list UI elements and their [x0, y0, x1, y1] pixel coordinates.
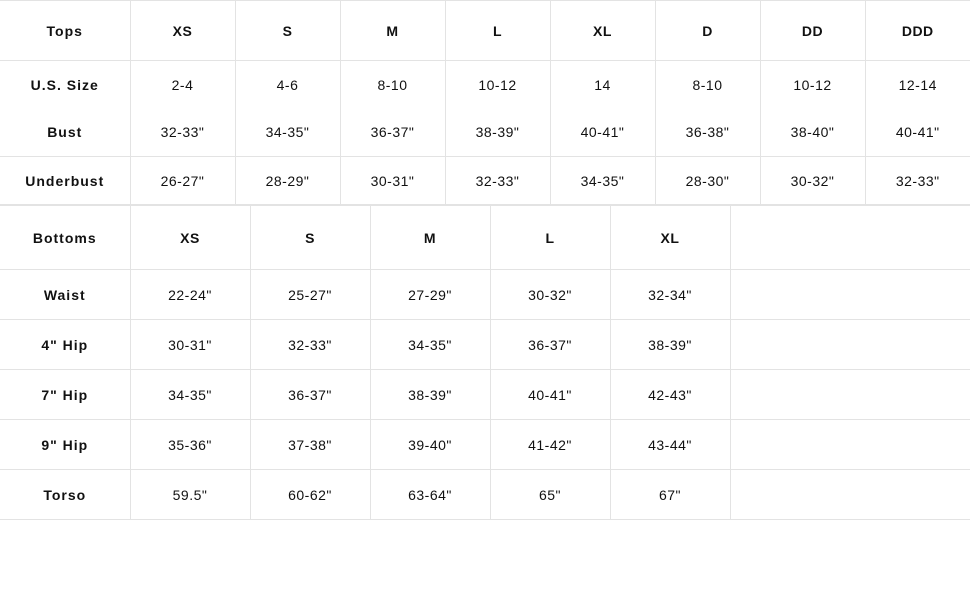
cell: 36-37" — [340, 109, 445, 157]
cell: 8-10 — [340, 61, 445, 109]
cell: 32-33" — [865, 157, 970, 205]
cell: 26-27" — [130, 157, 235, 205]
table-row: Bust 32-33" 34-35" 36-37" 38-39" 40-41" … — [0, 109, 970, 157]
table-row: Underbust 26-27" 28-29" 30-31" 32-33" 34… — [0, 157, 970, 205]
row-label: 4" Hip — [0, 320, 130, 370]
cell: 10-12 — [445, 61, 550, 109]
empty-cell — [730, 420, 970, 470]
tops-size-header: M — [340, 1, 445, 61]
empty-cell — [730, 206, 970, 270]
cell: 39-40" — [370, 420, 490, 470]
cell: 65" — [490, 470, 610, 520]
empty-cell — [730, 320, 970, 370]
cell: 34-35" — [130, 370, 250, 420]
cell: 28-29" — [235, 157, 340, 205]
cell: 32-33" — [130, 109, 235, 157]
row-label: 9" Hip — [0, 420, 130, 470]
cell: 34-35" — [370, 320, 490, 370]
bottoms-size-header: XL — [610, 206, 730, 270]
bottoms-size-header: M — [370, 206, 490, 270]
tops-size-header: XL — [550, 1, 655, 61]
cell: 36-37" — [250, 370, 370, 420]
cell: 30-31" — [340, 157, 445, 205]
tops-header-row: Tops XS S M L XL D DD DDD — [0, 1, 970, 61]
cell: 40-41" — [490, 370, 610, 420]
cell: 22-24" — [130, 270, 250, 320]
empty-cell — [730, 270, 970, 320]
cell: 35-36" — [130, 420, 250, 470]
tops-size-header: DDD — [865, 1, 970, 61]
cell: 40-41" — [865, 109, 970, 157]
row-label: Bust — [0, 109, 130, 157]
cell: 38-39" — [370, 370, 490, 420]
cell: 36-37" — [490, 320, 610, 370]
cell: 63-64" — [370, 470, 490, 520]
cell: 36-38" — [655, 109, 760, 157]
row-label: Underbust — [0, 157, 130, 205]
cell: 32-33" — [250, 320, 370, 370]
cell: 2-4 — [130, 61, 235, 109]
bottoms-size-header: S — [250, 206, 370, 270]
cell: 67" — [610, 470, 730, 520]
cell: 43-44" — [610, 420, 730, 470]
row-label: 7" Hip — [0, 370, 130, 420]
cell: 10-12 — [760, 61, 865, 109]
bottoms-size-header: XS — [130, 206, 250, 270]
cell: 32-34" — [610, 270, 730, 320]
cell: 14 — [550, 61, 655, 109]
cell: 38-39" — [610, 320, 730, 370]
cell: 28-30" — [655, 157, 760, 205]
cell: 59.5" — [130, 470, 250, 520]
cell: 38-39" — [445, 109, 550, 157]
table-row: U.S. Size 2-4 4-6 8-10 10-12 14 8-10 10-… — [0, 61, 970, 109]
empty-cell — [730, 370, 970, 420]
size-chart-table: Tops XS S M L XL D DD DDD U.S. Size 2-4 … — [0, 0, 970, 205]
cell: 27-29" — [370, 270, 490, 320]
tops-size-header: L — [445, 1, 550, 61]
table-row: 7" Hip 34-35" 36-37" 38-39" 40-41" 42-43… — [0, 370, 970, 420]
cell: 12-14 — [865, 61, 970, 109]
empty-cell — [730, 470, 970, 520]
table-row: 9" Hip 35-36" 37-38" 39-40" 41-42" 43-44… — [0, 420, 970, 470]
cell: 30-32" — [760, 157, 865, 205]
table-row: Waist 22-24" 25-27" 27-29" 30-32" 32-34" — [0, 270, 970, 320]
row-label: U.S. Size — [0, 61, 130, 109]
tops-size-header: DD — [760, 1, 865, 61]
bottoms-table: Bottoms XS S M L XL Waist 22-24" 25-27" … — [0, 205, 970, 520]
cell: 32-33" — [445, 157, 550, 205]
cell: 25-27" — [250, 270, 370, 320]
table-row: 4" Hip 30-31" 32-33" 34-35" 36-37" 38-39… — [0, 320, 970, 370]
cell: 60-62" — [250, 470, 370, 520]
cell: 41-42" — [490, 420, 610, 470]
cell: 34-35" — [550, 157, 655, 205]
cell: 30-31" — [130, 320, 250, 370]
table-row: Torso 59.5" 60-62" 63-64" 65" 67" — [0, 470, 970, 520]
bottoms-header-row: Bottoms XS S M L XL — [0, 206, 970, 270]
cell: 40-41" — [550, 109, 655, 157]
tops-header-label: Tops — [0, 1, 130, 61]
tops-size-header: XS — [130, 1, 235, 61]
row-label: Waist — [0, 270, 130, 320]
cell: 37-38" — [250, 420, 370, 470]
cell: 42-43" — [610, 370, 730, 420]
bottoms-size-header: L — [490, 206, 610, 270]
cell: 30-32" — [490, 270, 610, 320]
cell: 8-10 — [655, 61, 760, 109]
cell: 34-35" — [235, 109, 340, 157]
row-label: Torso — [0, 470, 130, 520]
cell: 4-6 — [235, 61, 340, 109]
tops-size-header: S — [235, 1, 340, 61]
tops-size-header: D — [655, 1, 760, 61]
cell: 38-40" — [760, 109, 865, 157]
bottoms-header-label: Bottoms — [0, 206, 130, 270]
